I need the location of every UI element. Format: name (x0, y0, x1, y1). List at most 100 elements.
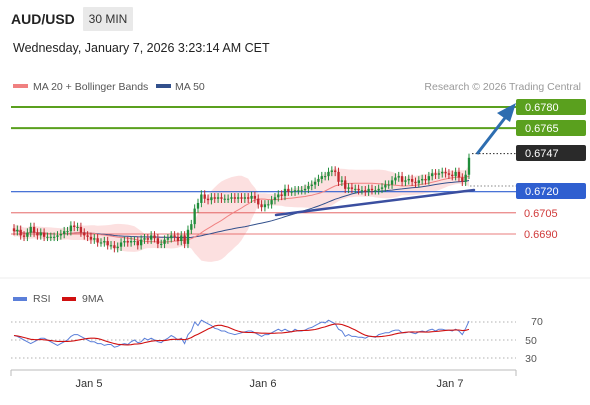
candle-body (364, 190, 367, 192)
candle-body (300, 190, 303, 192)
candle-body (360, 190, 364, 192)
candle-body (210, 197, 213, 201)
candle-body (29, 226, 32, 233)
candle-body (163, 239, 166, 244)
candle-body (133, 241, 136, 243)
price-tag-0765-text: 0.6765 (525, 123, 559, 135)
candle-body (89, 236, 93, 240)
candle-body (374, 190, 377, 192)
candle-body (400, 176, 404, 182)
candle-body (407, 178, 410, 181)
candle-body (390, 180, 394, 185)
candle-body (323, 176, 327, 178)
candle-body (240, 197, 243, 199)
candle-body (190, 224, 193, 230)
candle-body (176, 236, 180, 242)
price-tag-0720: 0.6720 (516, 183, 586, 199)
candle-body (52, 236, 56, 238)
candle-body (143, 238, 146, 240)
forecast-arrow-shaft (475, 113, 510, 155)
candle-body (280, 194, 283, 196)
candle-body (236, 197, 240, 199)
candle-body (243, 197, 247, 199)
candle-body (263, 204, 267, 208)
candle-body (49, 236, 52, 238)
candle-body (397, 176, 400, 178)
candle-body (320, 176, 323, 179)
candle-body (427, 176, 431, 181)
candle-body (119, 242, 123, 247)
price-tag-0705-text: 0.6705 (524, 208, 558, 220)
candle-body (404, 180, 407, 182)
candle-body (39, 232, 42, 236)
candle-body (307, 186, 310, 189)
price-tag-0747-box (516, 145, 586, 161)
candle-body (297, 190, 300, 192)
candle-body (441, 171, 444, 174)
candle-body (283, 188, 287, 196)
candle-body (136, 241, 139, 246)
rsi-ma9-line (13, 323, 470, 346)
timeframe-badge[interactable] (83, 7, 133, 31)
legend-ma9-label: 9MA (82, 293, 104, 305)
candle-body (193, 208, 196, 225)
candle-body (16, 229, 19, 232)
candle-body (203, 194, 206, 199)
price-tag-0765-box (516, 120, 586, 136)
candle-body (250, 195, 253, 199)
candle-body (153, 235, 156, 239)
candle-body (464, 174, 467, 182)
candle-body (126, 241, 129, 243)
candle-body (196, 202, 200, 209)
candle-body (170, 235, 173, 239)
price-tag-0720-box (516, 183, 586, 199)
candle-body (22, 235, 26, 237)
rsi-tick-70: 70 (531, 316, 543, 328)
candle-body (367, 188, 370, 192)
candle-body (451, 174, 454, 177)
candle-body (394, 177, 397, 181)
candle-body (457, 171, 461, 178)
candle-body (467, 157, 471, 175)
candle-body (444, 171, 447, 174)
candle-body (139, 239, 143, 246)
price-tag-0780-box (516, 99, 586, 115)
candle-body (270, 200, 273, 205)
legend-rsi-swatch (13, 297, 27, 301)
candle-body (116, 246, 119, 249)
candle-body (454, 171, 457, 177)
candle-body (414, 181, 417, 184)
ma20-line (13, 175, 470, 243)
candle-body (106, 241, 109, 246)
candle-body (166, 238, 170, 240)
candle-body (370, 188, 374, 191)
candle-body (410, 178, 414, 182)
price-tag-0780-text: 0.6780 (525, 102, 559, 114)
candle-body (83, 232, 86, 236)
candle-body (434, 173, 437, 175)
candle-body (310, 184, 313, 187)
candle-body (337, 171, 340, 182)
candle-body (146, 238, 149, 240)
candle-body (380, 187, 384, 189)
candle-body (173, 235, 176, 237)
rsi-panel (11, 319, 516, 359)
legend-rsi-label: RSI (33, 293, 51, 305)
price-tag-0765: 0.6765 (516, 120, 586, 136)
candle-body (417, 180, 420, 184)
candle-body (99, 242, 103, 244)
forecast-arrow-head (497, 103, 516, 122)
candle-body (290, 191, 293, 193)
candle-body (226, 198, 230, 200)
candle-body (12, 228, 16, 232)
candle-body (156, 238, 160, 244)
candle-body (354, 188, 357, 190)
credit-text: Research © 2026 Trading Central (424, 81, 581, 93)
candle-body (277, 194, 280, 198)
candle-body (109, 245, 113, 247)
candle-body (69, 225, 73, 232)
candle-body (220, 197, 223, 199)
legend-ma20-label: MA 20 + Bollinger Bands (33, 81, 148, 93)
candle-body (461, 177, 464, 182)
